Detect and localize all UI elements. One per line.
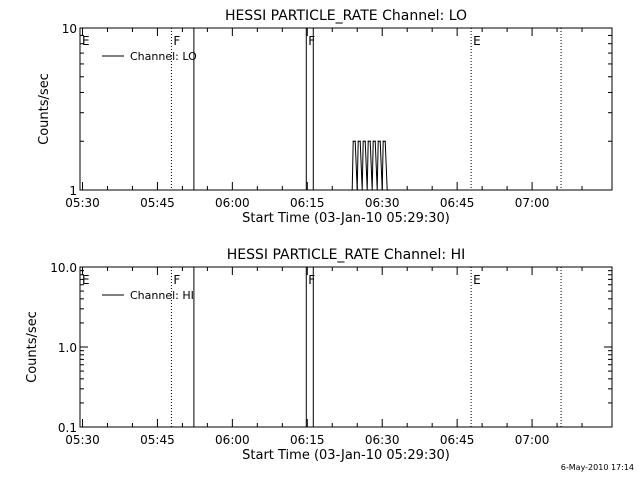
chart-title: HESSI PARTICLE_RATE Channel: HI xyxy=(227,247,465,263)
y-tick-label: 0.1 xyxy=(58,421,77,435)
data-point xyxy=(352,140,354,142)
flag-label: E xyxy=(82,273,90,287)
data-point xyxy=(371,189,373,191)
data-point xyxy=(381,189,383,191)
y-tick-label: 1.0 xyxy=(58,341,77,355)
x-tick-label: 06:15 xyxy=(290,196,325,210)
y-axis-label: Counts/sec xyxy=(25,311,40,383)
data-point xyxy=(367,140,369,142)
x-tick-label: 07:00 xyxy=(515,196,550,210)
flag-label: F xyxy=(308,273,315,287)
y-tick-label: 10 xyxy=(62,22,77,36)
data-point xyxy=(376,189,378,191)
data-point xyxy=(362,140,364,142)
x-tick-label: 05:45 xyxy=(140,433,175,447)
data-point xyxy=(359,140,361,142)
data-point xyxy=(372,140,374,142)
data-point xyxy=(384,140,386,142)
x-tick-label: 06:00 xyxy=(215,433,250,447)
plot-frame xyxy=(79,27,613,191)
x-axis-label: Start Time (03-Jan-10 05:29:30) xyxy=(242,211,450,226)
x-tick-label: 06:00 xyxy=(215,196,250,210)
data-point xyxy=(369,140,371,142)
data-point xyxy=(356,189,358,191)
data-point xyxy=(361,189,363,191)
data-point xyxy=(351,189,353,191)
flag-label: E xyxy=(82,34,90,48)
x-tick-label: 06:45 xyxy=(440,433,475,447)
y-tick-label: 1 xyxy=(69,184,77,198)
flag-label: E xyxy=(473,273,481,287)
data-point xyxy=(377,140,379,142)
chart-panel-1: HESSI PARTICLE_RATE Channel: HI 05:30 05:4… xyxy=(25,247,613,463)
x-tick-label: 06:15 xyxy=(290,433,325,447)
data-point xyxy=(374,140,376,142)
x-tick-label: 06:45 xyxy=(440,196,475,210)
data-point xyxy=(364,140,366,142)
data-point xyxy=(379,140,381,142)
x-tick-label: 06:30 xyxy=(365,196,400,210)
x-tick-label: 05:30 xyxy=(65,196,100,210)
flag-label: E xyxy=(473,34,481,48)
data-series-line xyxy=(351,140,389,191)
timestamp: 6-May-2010 17:14 xyxy=(560,463,634,472)
x-tick-label: 05:30 xyxy=(65,433,100,447)
x-tick-label: 05:45 xyxy=(140,196,175,210)
data-point xyxy=(366,189,368,191)
chart-title: HESSI PARTICLE_RATE Channel: LO xyxy=(225,8,467,24)
legend-label: Channel: HI xyxy=(130,289,194,302)
y-axis-label: Counts/sec xyxy=(37,73,52,145)
y-tick-label: 10.0 xyxy=(50,261,77,275)
data-point xyxy=(387,189,389,191)
data-point xyxy=(382,140,384,142)
flag-label: F xyxy=(308,34,315,48)
flag-label: F xyxy=(173,273,180,287)
legend-label: Channel: LO xyxy=(130,50,197,63)
data-point xyxy=(357,140,359,142)
data-point xyxy=(386,189,388,191)
flag-label: F xyxy=(173,34,180,48)
x-axis-label: Start Time (03-Jan-10 05:29:30) xyxy=(242,448,450,463)
x-tick-label: 06:30 xyxy=(365,433,400,447)
x-tick-label: 07:00 xyxy=(515,433,550,447)
chart-panel-0: HESSI PARTICLE_RATE Channel: LO 05:30 05:4… xyxy=(37,8,613,226)
data-point xyxy=(354,140,356,142)
